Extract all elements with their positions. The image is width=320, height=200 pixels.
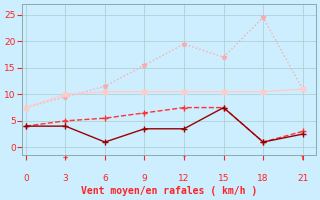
Text: ↑: ↑	[300, 153, 305, 162]
Text: ↑: ↑	[181, 153, 187, 162]
Text: →: →	[63, 153, 68, 162]
X-axis label: Vent moyen/en rafales ( km/h ): Vent moyen/en rafales ( km/h )	[81, 186, 257, 196]
